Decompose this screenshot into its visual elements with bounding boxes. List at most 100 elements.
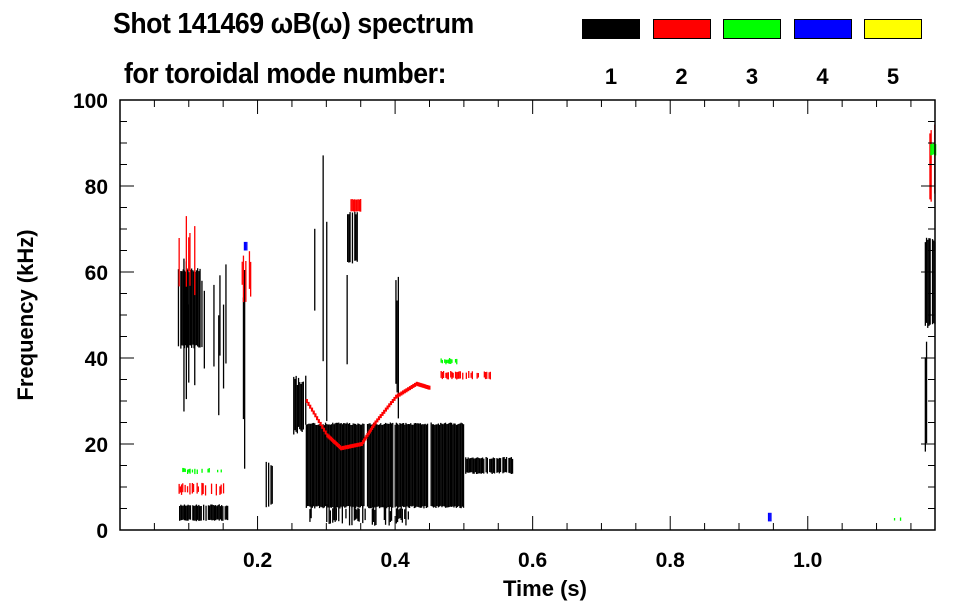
spectral-mark-mode-1 [437, 423, 439, 508]
spectral-mark-mode-1 [436, 424, 438, 506]
spectral-mark-mode-1 [191, 268, 193, 348]
spectral-mark-mode-1 [929, 238, 931, 325]
spectral-mark-mode-1 [335, 508, 337, 521]
mode2-track-mark [338, 445, 342, 450]
spectral-mark-mode-1 [352, 423, 354, 507]
spectral-mark-mode-1 [407, 424, 409, 508]
spectral-mark-mode-1 [424, 423, 426, 506]
spectral-mark-mode-1 [499, 458, 502, 473]
mode2-track-mark [321, 424, 324, 429]
spectral-mark-mode-1 [404, 424, 406, 507]
spectral-mark-mode-1 [317, 424, 319, 506]
spectral-mark-mode-1 [306, 424, 309, 507]
spectral-mark-mode-1 [363, 423, 365, 507]
spectral-mark-mode-1 [444, 422, 447, 508]
spectral-mark-mode-2 [486, 371, 488, 379]
spectral-mark-mode-1 [305, 424, 307, 508]
spectral-mark-mode-1 [334, 423, 336, 509]
mode2-track-mark [420, 383, 423, 388]
spectral-mark-mode-1 [471, 457, 473, 473]
spectral-mark-mode-1 [423, 424, 425, 509]
mode2-track-mark [305, 399, 308, 403]
spectral-mark-mode-1 [207, 505, 210, 520]
spectral-mark-mode-1 [351, 425, 353, 508]
spectral-mark-mode-1 [346, 275, 348, 365]
spectral-mark-mode-2 [446, 372, 448, 380]
spectral-mark-mode-2 [242, 255, 245, 303]
x-axis-label: Time (s) [503, 576, 587, 601]
spectral-mark-mode-3 [454, 359, 457, 363]
spectral-mark-mode-2 [354, 199, 356, 212]
spectral-mark-mode-1 [386, 423, 388, 509]
spectral-mark-mode-1 [328, 424, 330, 509]
spectral-mark-mode-1 [355, 214, 357, 261]
spectral-mark-mode-3 [441, 359, 443, 364]
spectral-mark-mode-3 [194, 468, 196, 475]
spectral-mark-mode-1 [356, 212, 358, 262]
mode2-track-mark [389, 401, 393, 406]
spectral-mark-mode-2 [488, 372, 490, 379]
spectral-mark-mode-1 [460, 422, 462, 509]
spectral-mark-mode-3 [446, 359, 448, 363]
spectral-mark-mode-1 [469, 458, 472, 473]
mode2-track-mark [428, 385, 431, 390]
mode2-track-mark [386, 405, 389, 410]
spectral-mark-mode-1 [509, 457, 511, 474]
spectral-mark-mode-3 [220, 469, 222, 473]
spectral-mark-mode-1 [440, 422, 442, 506]
spectral-mark-mode-1 [416, 423, 418, 507]
spectral-mark-mode-1 [396, 300, 398, 393]
spectral-mark-mode-1 [432, 424, 435, 508]
spectral-mark-mode-1 [354, 423, 357, 509]
spectral-mark-mode-2 [358, 199, 361, 212]
spectral-mark-mode-1 [323, 425, 325, 508]
spectral-mark-mode-3 [456, 358, 458, 365]
spectral-mark-mode-1 [322, 424, 324, 509]
mode2-track-mark [348, 444, 351, 449]
spectral-mark-mode-1 [406, 424, 408, 507]
spectral-mark-mode-1 [407, 511, 409, 520]
mode2-track-mark [336, 443, 339, 448]
spectral-mark-mode-3 [447, 359, 449, 364]
spectral-mark-mode-2 [450, 371, 452, 378]
spectral-mark-mode-1 [336, 422, 339, 508]
spectral-mark-mode-1 [477, 457, 479, 474]
spectral-mark-mode-1 [221, 505, 223, 521]
spectral-mark-mode-1 [473, 458, 475, 474]
spectral-mark-mode-1 [375, 423, 377, 507]
spectral-mark-mode-1 [399, 508, 401, 519]
y-tick-label: 100 [73, 90, 108, 113]
spectral-mark-mode-3 [183, 468, 185, 472]
spectral-mark-mode-2 [188, 237, 190, 272]
spectral-mark-mode-2 [471, 371, 473, 380]
spectral-mark-mode-1 [422, 424, 424, 507]
spectral-mark-mode-1 [177, 269, 180, 347]
spectral-mark-mode-1 [408, 424, 411, 508]
mode2-track-mark [312, 410, 315, 415]
spectral-mark-mode-1 [219, 506, 222, 520]
mode2-track-mark [340, 446, 343, 451]
spectral-mark-mode-1 [411, 424, 413, 507]
spectral-mark-mode-1 [443, 423, 445, 507]
spectral-mark-mode-1 [360, 424, 363, 506]
mode2-track-mark [359, 442, 362, 447]
spectral-mark-mode-1 [348, 423, 351, 509]
spectral-mark-mode-3 [448, 358, 451, 364]
spectral-mark-mode-1 [328, 508, 330, 524]
spectral-mark-mode-1 [225, 505, 228, 520]
mode2-track-mark [330, 437, 334, 442]
mode2-track-mark [314, 413, 317, 418]
mode2-track-mark [410, 385, 413, 389]
plot-frame [119, 99, 936, 531]
spectral-mark-mode-3 [930, 144, 932, 156]
spectral-mark-mode-2 [189, 483, 191, 495]
chart-title-line1: Shot 141469 ωB(ω) spectrum [113, 8, 474, 40]
spectral-mark-mode-1 [417, 423, 419, 507]
spectral-mark-mode-1 [371, 424, 373, 508]
spectral-mark-mode-1 [380, 423, 382, 508]
spectral-mark-mode-1 [458, 423, 460, 506]
spectral-mark-mode-1 [187, 269, 189, 348]
spectral-mark-mode-1 [301, 382, 303, 432]
y-tick-label: 60 [85, 262, 108, 285]
